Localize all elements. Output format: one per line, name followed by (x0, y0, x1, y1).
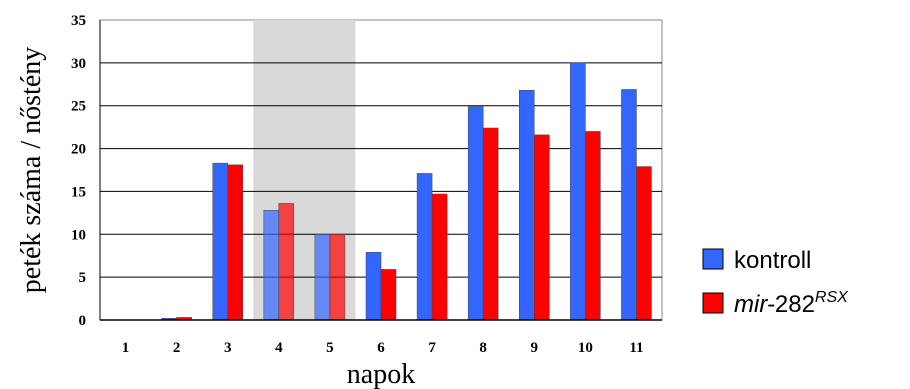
bar-kontroll-day-9 (519, 90, 535, 321)
legend: kontroll mir-282RSX (702, 247, 849, 318)
x-tick-label: 6 (377, 340, 385, 356)
legend-swatch-mir-282 (702, 292, 724, 314)
x-tick-label: 4 (275, 340, 283, 356)
bar-mir-282-day-7 (431, 193, 448, 321)
legend-label-kontroll: kontroll (734, 247, 811, 274)
bar-mir-282-day-3 (227, 164, 243, 321)
x-axis-title: napok (347, 359, 415, 389)
bar-mir-282-day-8 (482, 127, 499, 321)
bar-mir-282-day-6 (380, 269, 397, 321)
plot-area (99, 19, 663, 321)
legend-label-mir-282: mir-282RSX (734, 289, 849, 318)
y-tick-label: 5 (79, 270, 87, 286)
x-tick-label: 3 (224, 340, 232, 356)
y-axis-title: peték száma / nőstény (16, 47, 47, 293)
bar-kontroll-day-4 (263, 210, 280, 321)
legend-item-mir-282: mir-282RSX (702, 289, 849, 318)
x-tick-label: 11 (629, 340, 643, 356)
x-tick-label: 7 (428, 340, 436, 356)
bar-kontroll-day-5 (314, 234, 331, 321)
y-tick-label: 0 (79, 313, 87, 329)
x-tick-label: 5 (326, 340, 334, 356)
y-tick-labels: 0 5 10 15 20 25 30 35 (71, 13, 86, 329)
bar-kontroll-day-6 (365, 252, 382, 321)
bars (161, 62, 652, 321)
x-tick-label: 2 (173, 340, 181, 356)
bar-kontroll-day-7 (416, 173, 433, 321)
bar-kontroll-day-3 (212, 162, 228, 321)
bar-mir-282-day-5 (329, 234, 346, 321)
legend-swatch-kontroll (702, 248, 724, 270)
grid-lines (100, 62, 662, 278)
bar-kontroll-day-11 (621, 89, 637, 321)
x-tick-label: 9 (531, 340, 539, 356)
x-tick-labels: 1 2 3 4 5 6 7 8 9 10 11 (122, 340, 644, 356)
legend-item-kontroll: kontroll (702, 247, 811, 274)
y-tick-label: 30 (71, 56, 86, 72)
y-tick-label: 25 (71, 99, 86, 115)
bar-kontroll-day-10 (570, 62, 586, 321)
x-tick-label: 8 (479, 340, 487, 356)
y-tick-label: 15 (71, 184, 86, 200)
bar-mir-282-day-10 (585, 131, 601, 321)
bar-mir-282-day-9 (534, 134, 550, 321)
y-tick-label: 35 (71, 13, 86, 29)
bar-kontroll-day-8 (467, 106, 484, 321)
bar-mir-282-day-4 (278, 203, 295, 321)
y-tick-label: 10 (71, 227, 86, 243)
bar-mir-282-day-11 (636, 166, 652, 321)
x-tick-label: 1 (122, 340, 130, 356)
y-tick-label: 20 (71, 142, 86, 158)
x-tick-label: 10 (578, 340, 593, 356)
